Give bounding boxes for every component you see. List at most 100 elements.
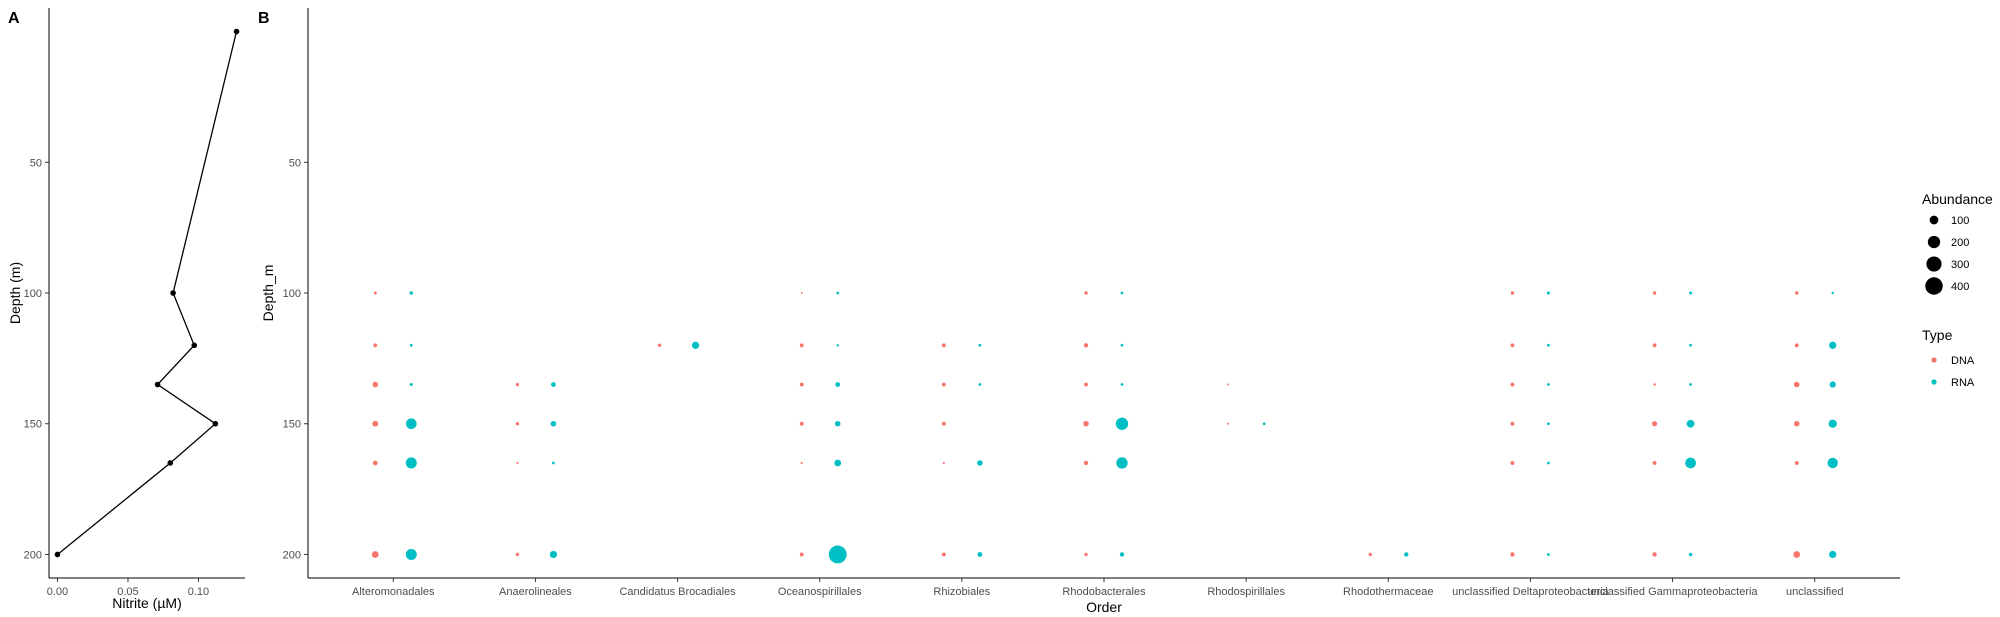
point-dna-anaerolineales-150 [515, 422, 520, 426]
point-rna-alteromonadales-135 [409, 383, 413, 387]
point-rna-unclassified-gammaproteobacteria-165 [1685, 457, 1696, 469]
point-rna-oceanospirillales-200 [828, 545, 847, 564]
point-rna-rhizobiales-120 [978, 343, 982, 347]
point-dna-rhodothermaceae-200 [1368, 552, 1372, 557]
point-dna-rhodobacterales-135 [1084, 382, 1088, 387]
point-dna-unclassified-deltaproteobacteria-150 [1510, 421, 1515, 426]
point-dna-unclassified-100 [1795, 291, 1799, 295]
panel-b-x-ticks: Alteromonadales Anaerolineales Candidatus … [352, 578, 1843, 598]
panel-a-y-tick-label: 100 [24, 288, 42, 300]
point-dna-unclassified-gammaproteobacteria-120 [1652, 343, 1657, 348]
point-dna-alteromonadales-150 [372, 420, 379, 427]
abundance-points [371, 291, 1838, 564]
point-rna-unclassified-gammaproteobacteria-200 [1688, 552, 1693, 557]
point-dna-unclassified-gammaproteobacteria-165 [1652, 461, 1657, 465]
point-rna-rhodobacterales-150 [1115, 417, 1129, 430]
nitrite-point [170, 290, 176, 296]
point-rna-oceanospirillales-100 [836, 291, 840, 295]
legend-color-title: Type [1922, 327, 1953, 343]
point-dna-unclassified-120 [1794, 343, 1799, 348]
point-dna-unclassified-gammaproteobacteria-200 [1652, 552, 1657, 557]
x-tick-label-unclassified-deltaproteobacteria: unclassified Deltaproteobacteria [1452, 586, 1609, 598]
point-rna-unclassified-gammaproteobacteria-150 [1686, 419, 1695, 428]
panel-b-y-tick-label: 50 [289, 157, 301, 169]
point-dna-rhodospirillales-150 [1227, 422, 1230, 425]
point-rna-unclassified-gammaproteobacteria-120 [1689, 343, 1692, 347]
point-rna-anaerolineales-200 [549, 550, 558, 559]
nitrite-point [233, 28, 240, 35]
legend-size-keys: 100 200 300 400 [1925, 215, 1969, 295]
point-rna-rhodobacterales-100 [1120, 291, 1124, 295]
panel-a-x-tick-label: 0.10 [188, 586, 209, 598]
legend-size-key-200 [1927, 235, 1941, 249]
nitrite-point [54, 551, 61, 558]
panel-b-y-tick-label: 200 [283, 549, 301, 561]
point-rna-alteromonadales-150 [405, 418, 417, 430]
legend-color-label: RNA [1951, 377, 1975, 389]
legend-color-key-rna [1931, 379, 1937, 385]
panel-b-y-tick-label: 150 [283, 419, 301, 431]
point-dna-unclassified-deltaproteobacteria-120 [1510, 343, 1515, 348]
point-rna-unclassified-deltaproteobacteria-135 [1547, 383, 1550, 386]
panel-a-y-tick-label: 50 [30, 157, 42, 169]
point-rna-rhodobacterales-135 [1120, 383, 1124, 386]
x-tick-label-unclassified: unclassified [1786, 586, 1843, 598]
point-rna-unclassified-150 [1828, 419, 1837, 428]
legend-size-label: 400 [1951, 281, 1969, 293]
point-rna-alteromonadales-165 [405, 457, 417, 469]
point-rna-rhodospirillales-150 [1262, 422, 1266, 426]
point-rna-rhodobacterales-165 [1116, 457, 1128, 469]
point-dna-unclassified-135 [1793, 381, 1800, 388]
point-dna-rhizobiales-120 [941, 343, 946, 348]
point-dna-unclassified-deltaproteobacteria-200 [1510, 552, 1515, 557]
point-dna-anaerolineales-200 [515, 552, 520, 557]
point-rna-candidatus-brocadiales-120 [691, 341, 700, 349]
point-rna-anaerolineales-165 [552, 461, 555, 465]
point-dna-unclassified-165 [1794, 461, 1799, 465]
point-dna-unclassified-gammaproteobacteria-135 [1653, 383, 1656, 386]
x-tick-label-unclassified-gammaproteobacteria: unclassified Gammaproteobacteria [1588, 586, 1759, 598]
panel-a-x-tick-label: 0.00 [47, 586, 68, 598]
point-dna-unclassified-200 [1793, 551, 1801, 558]
point-rna-unclassified-deltaproteobacteria-150 [1547, 422, 1550, 426]
legend-size-key-300 [1926, 256, 1942, 272]
legend-color-keys: DNA RNA [1931, 355, 1975, 389]
nitrite-point [154, 381, 161, 388]
point-dna-rhodospirillales-135 [1227, 383, 1230, 386]
point-rna-unclassified-gammaproteobacteria-135 [1689, 383, 1692, 386]
point-rna-rhodothermaceae-200 [1404, 552, 1409, 557]
legend-size-label: 200 [1951, 237, 1969, 249]
point-rna-unclassified-deltaproteobacteria-165 [1547, 461, 1550, 465]
point-dna-unclassified-gammaproteobacteria-150 [1651, 421, 1658, 427]
point-rna-unclassified-135 [1829, 381, 1836, 388]
point-rna-unclassified-deltaproteobacteria-120 [1547, 343, 1550, 347]
nitrite-points [54, 28, 240, 558]
point-rna-rhodobacterales-120 [1120, 343, 1124, 347]
point-rna-unclassified-200 [1829, 550, 1837, 559]
panel-tag-a: A [8, 10, 20, 27]
panel-b-y-ticks: 50 100 150 200 [283, 157, 308, 561]
point-rna-oceanospirillales-135 [835, 382, 841, 387]
panel-a-nitrite-profile: 50 100 150 200 0.00 0.05 0.10 Nitrite (µM) De… [7, 8, 245, 611]
legend-size-key-100 [1929, 215, 1939, 225]
nitrite-point [191, 342, 198, 349]
panel-a-x-axis-title: Nitrite (µM) [112, 595, 182, 611]
point-dna-unclassified-150 [1793, 420, 1800, 427]
point-dna-rhizobiales-165 [942, 461, 945, 465]
x-tick-label-rhodobacterales: Rhodobacterales [1062, 586, 1146, 598]
point-dna-rhodobacterales-120 [1083, 343, 1089, 348]
point-rna-rhizobiales-135 [978, 383, 982, 386]
x-tick-label-candidatus-brocadiales: Candidatus Brocadiales [619, 586, 736, 598]
point-dna-unclassified-deltaproteobacteria-100 [1510, 291, 1515, 295]
point-dna-oceanospirillales-200 [799, 552, 804, 557]
point-rna-rhodobacterales-200 [1119, 552, 1125, 557]
point-rna-oceanospirillales-120 [836, 344, 839, 347]
point-rna-alteromonadales-100 [409, 291, 413, 295]
nitrite-point [167, 460, 174, 466]
point-dna-rhodobacterales-100 [1084, 291, 1088, 295]
x-tick-label-oceanospirillales: Oceanospirillales [778, 586, 862, 598]
x-tick-label-anaerolineales: Anaerolineales [499, 586, 572, 598]
point-dna-alteromonadales-100 [373, 291, 377, 295]
point-rna-alteromonadales-200 [405, 548, 417, 560]
